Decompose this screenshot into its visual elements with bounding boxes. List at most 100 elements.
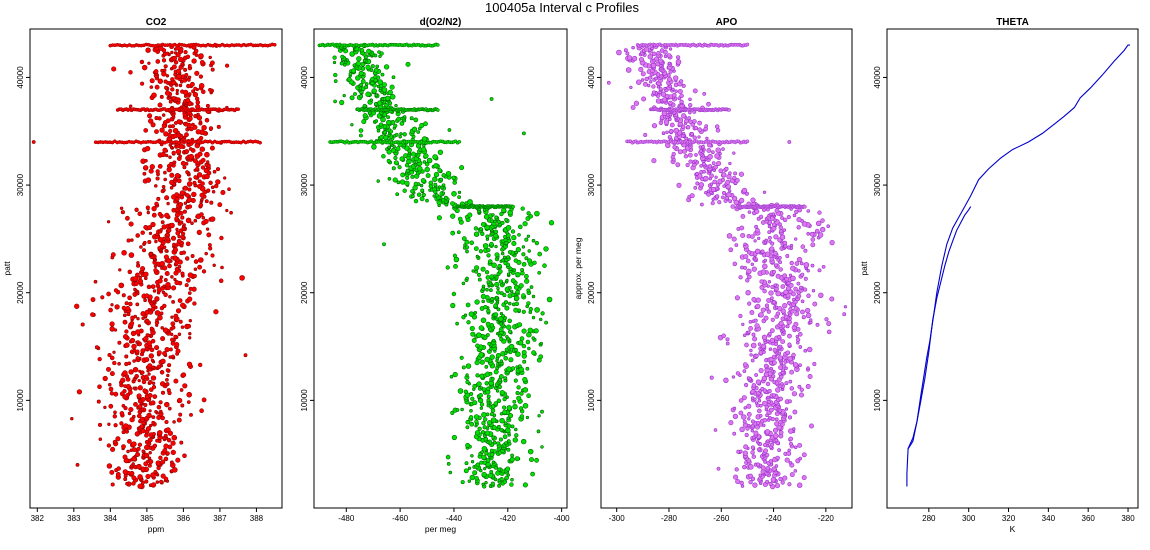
data-point [485,275,491,280]
y-tick-label: 10000 [587,389,596,412]
data-point [187,296,193,302]
data-point [490,481,495,486]
data-point [493,229,499,234]
plot-frame-apo [600,28,853,509]
data-point [479,406,483,410]
data-point [446,462,451,466]
data-point [688,119,693,124]
data-point [173,51,178,55]
data-point [510,229,516,234]
data-point [792,362,799,368]
data-point [143,276,148,281]
data-point [493,233,499,239]
data-point [374,93,378,97]
data-point [540,445,544,449]
data-point [155,169,160,174]
data-point [758,413,763,418]
data-point [384,103,389,108]
data-point [162,265,168,271]
data-point [137,278,144,285]
data-point [658,120,664,125]
data-point [651,51,657,57]
data-point [165,74,170,78]
data-point [199,60,205,65]
data-point [527,327,534,334]
data-point [165,281,171,288]
data-point [188,153,194,160]
data-point [750,342,757,349]
data-point [112,360,117,366]
data-point [724,166,729,171]
data-point [181,250,186,255]
data-point [531,315,536,320]
data-point [489,241,494,247]
data-point [151,415,156,420]
data-point [787,415,793,420]
data-point [538,354,544,360]
data-point [754,248,761,255]
data-point [623,48,628,53]
data-point [824,317,829,322]
data-point [96,399,101,404]
data-point [151,205,157,212]
data-point [175,308,182,314]
data-point [467,466,472,470]
data-point [746,403,752,409]
data-point [154,84,160,90]
data-point [198,74,204,79]
data-point [502,409,508,415]
band-point [435,43,440,47]
data-point [785,324,790,329]
data-point [465,442,471,448]
data-point [474,299,480,305]
data-point [494,281,500,288]
data-point [750,197,756,203]
data-point [712,179,718,185]
data-point [469,325,475,331]
data-point [743,266,747,270]
data-point [470,460,475,464]
data-point [448,470,453,475]
data-point [499,477,504,482]
data-point [179,440,184,445]
data-point [738,449,743,454]
data-point [94,345,99,350]
y-tick-label: 20000 [16,281,25,304]
data-point [205,227,210,231]
data-point [175,227,179,232]
data-point [387,145,391,149]
data-point [382,130,387,135]
data-point [123,473,128,478]
data-point [115,471,121,477]
data-point [144,357,150,363]
data-point [754,224,759,229]
data-point [485,321,491,327]
data-point [747,210,752,214]
data-point [811,289,816,293]
data-point [732,151,736,155]
data-point [380,72,385,77]
data-point [757,236,761,241]
data-point [540,311,545,316]
data-point [486,394,491,399]
data-point [122,370,128,376]
data-point [142,388,147,393]
data-point [399,156,405,162]
data-point [491,262,497,269]
data-point [189,412,193,417]
data-point [506,405,513,411]
data-point [171,207,176,213]
data-point [785,254,790,258]
data-point [793,321,799,327]
data-point [726,233,733,239]
data-point [742,450,748,456]
data-point [213,309,219,315]
data-point [342,93,346,98]
data-point [706,148,712,154]
data-point [155,318,159,322]
data-point [142,171,147,176]
data-point [172,127,179,134]
data-point [693,125,699,131]
data-point [758,368,764,374]
data-point [778,267,783,272]
